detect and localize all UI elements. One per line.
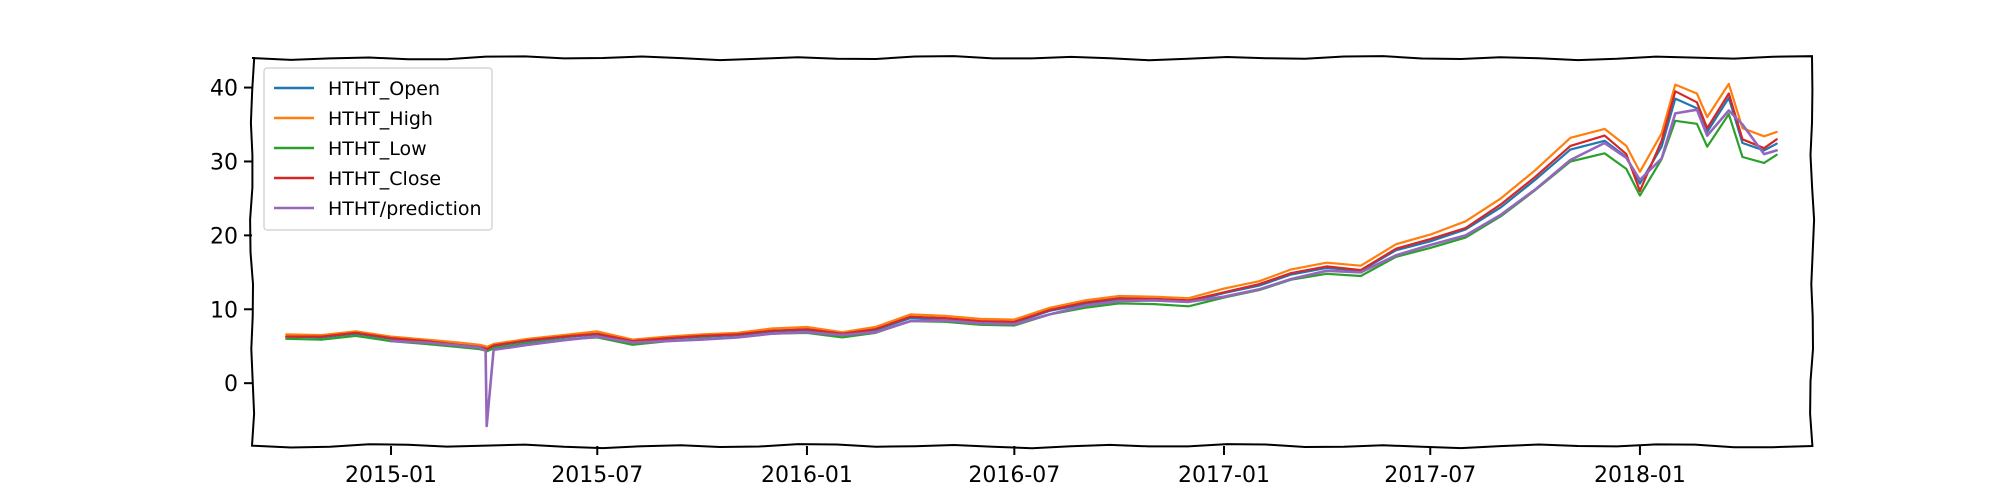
y-axis-ticks: 0 10 20 30 40	[210, 77, 252, 397]
legend-label: HTHT_Open	[328, 78, 440, 100]
legend-label: HTHT_Low	[328, 138, 427, 160]
series-line-2	[285, 82, 1778, 349]
axes-frame	[249, 55, 1816, 450]
y-tick-label: 40	[210, 77, 238, 102]
x-tick-label: 2016-07	[968, 463, 1060, 488]
y-tick-label: 30	[210, 150, 238, 175]
x-tick-label: 2015-01	[345, 463, 437, 488]
legend-label: HTHT_High	[328, 108, 433, 130]
y-tick-label: 10	[210, 298, 238, 323]
x-tick-label: 2017-07	[1384, 463, 1476, 488]
x-tick-label: 2016-01	[761, 463, 853, 488]
x-tick-label: 2015-07	[551, 463, 643, 488]
x-axis-ticks: 2015-01 2015-07 2016-01 2016-07 2017-01 2017-…	[345, 446, 1686, 488]
y-tick-label: 20	[210, 224, 238, 249]
y-tick-label: 0	[224, 372, 238, 397]
series-line-4	[285, 90, 1778, 351]
series-line-1	[285, 96, 1778, 351]
legend: HTHT_Open HTHT_High HTHT_Low HTHT_Close HTHT…	[263, 67, 493, 231]
series-lines	[285, 82, 1778, 428]
legend-label: HTHT_Close	[328, 168, 441, 190]
x-tick-label: 2017-01	[1178, 463, 1270, 488]
series-line-5	[389, 108, 1778, 428]
x-tick-label: 2018-01	[1594, 463, 1686, 488]
legend-box	[263, 67, 493, 231]
legend-label: HTHT/prediction	[328, 198, 482, 220]
